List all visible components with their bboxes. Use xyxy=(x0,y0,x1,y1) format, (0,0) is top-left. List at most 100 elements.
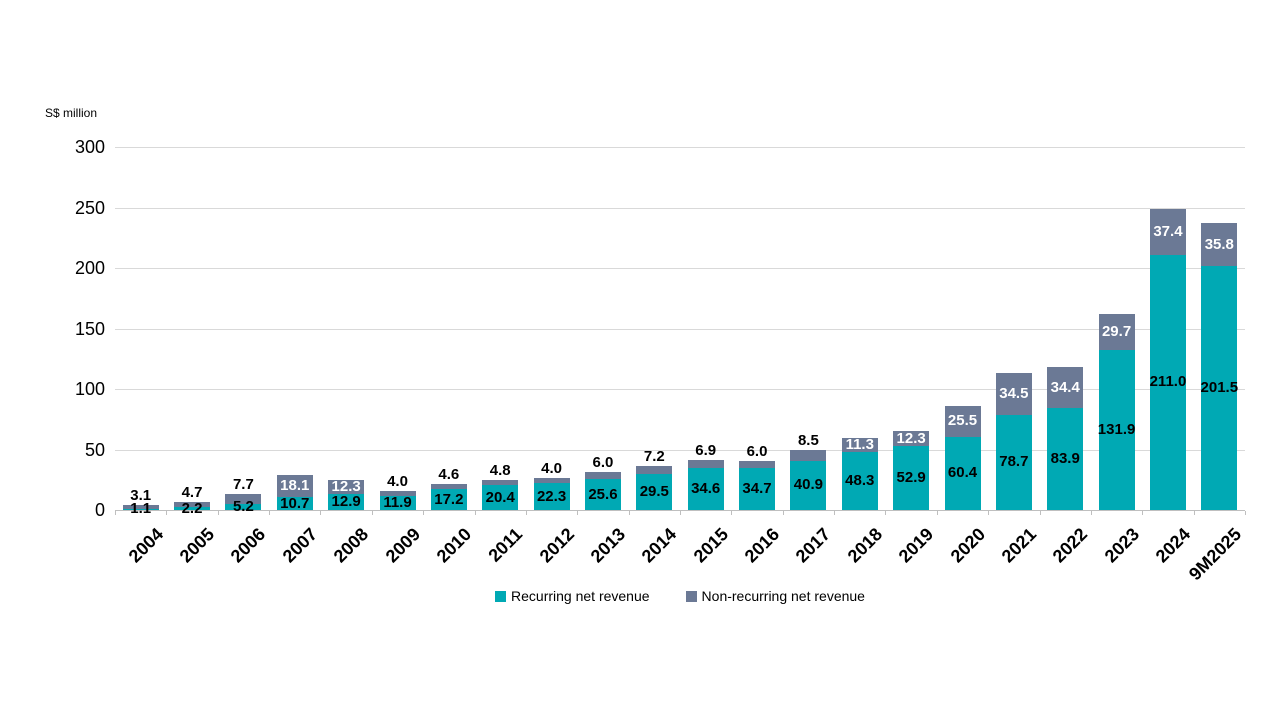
x-axis-tick xyxy=(988,511,989,515)
bar-segment-recurring xyxy=(893,445,930,510)
y-gridline xyxy=(115,208,1245,209)
bar-segment-non-recurring xyxy=(1149,209,1186,255)
y-axis-tick-label: 300 xyxy=(74,137,105,157)
y-axis-tick-label: 150 xyxy=(74,319,105,339)
data-label-non-recurring: 18.1 xyxy=(280,477,310,495)
data-label-non-recurring: 4.8 xyxy=(489,461,511,479)
bar-segment-recurring xyxy=(225,503,262,510)
legend-label: Recurring net revenue xyxy=(511,588,650,604)
x-axis-tick xyxy=(1142,511,1143,515)
data-label-non-recurring: 3.1 xyxy=(130,486,152,504)
bar-segment-recurring xyxy=(841,451,878,510)
bar-segment-non-recurring xyxy=(533,478,570,483)
bar-segment-recurring xyxy=(379,495,416,510)
data-label-non-recurring: 12.3 xyxy=(896,429,926,447)
data-label-recurring: 211.0 xyxy=(1149,373,1187,391)
bar-segment-non-recurring xyxy=(379,490,416,496)
bar-segment-recurring xyxy=(1149,254,1186,510)
data-label-recurring: 78.7 xyxy=(999,453,1029,471)
data-label-non-recurring: 4.0 xyxy=(387,472,408,490)
bar-segment-recurring xyxy=(944,436,981,510)
data-label-non-recurring: 25.5 xyxy=(947,412,978,430)
x-axis-tick xyxy=(1040,511,1041,515)
x-axis-tick xyxy=(269,511,270,515)
data-label-recurring: 5.2 xyxy=(232,497,254,515)
bar-segment-recurring xyxy=(1098,350,1135,510)
x-axis-tick xyxy=(1245,511,1246,515)
x-axis-tick xyxy=(423,511,424,515)
x-axis-tick xyxy=(526,511,527,515)
x-axis-tick xyxy=(320,511,321,515)
bar-segment-non-recurring xyxy=(687,459,724,469)
bar-segment-non-recurring xyxy=(174,501,211,508)
bar-segment-recurring xyxy=(636,474,673,510)
data-label-recurring: 83.9 xyxy=(1050,450,1080,468)
bar-segment-non-recurring xyxy=(584,471,621,479)
bar-segment-recurring xyxy=(790,460,827,510)
data-label-recurring: 34.6 xyxy=(691,480,721,498)
bar-segment-recurring xyxy=(1201,266,1238,510)
x-axis-tick xyxy=(834,511,835,515)
data-label-recurring: 201.5 xyxy=(1200,379,1239,397)
data-label-non-recurring: 6.0 xyxy=(592,453,614,471)
x-axis-tick xyxy=(1194,511,1195,515)
y-axis-tick-label: 100 xyxy=(74,379,105,399)
data-label-recurring: 131.9 xyxy=(1097,421,1136,439)
data-label-recurring: 22.3 xyxy=(536,487,567,505)
x-axis-tick xyxy=(680,511,681,515)
data-label-recurring: 40.9 xyxy=(793,476,823,494)
data-label-recurring: 2.2 xyxy=(181,499,203,517)
data-label-non-recurring: 4.0 xyxy=(541,460,562,478)
bar-segment-non-recurring xyxy=(893,431,930,446)
bar-segment-non-recurring xyxy=(482,479,519,486)
bar-segment-non-recurring xyxy=(276,475,313,498)
bar-segment-recurring xyxy=(995,414,1032,510)
data-label-non-recurring: 8.5 xyxy=(797,432,819,450)
data-label-non-recurring: 35.8 xyxy=(1204,235,1234,253)
bar-segment-recurring xyxy=(482,485,519,510)
y-gridline xyxy=(115,147,1245,148)
x-axis-tick xyxy=(783,511,784,515)
x-axis-tick xyxy=(731,511,732,515)
data-label-non-recurring: 12.3 xyxy=(331,477,361,495)
bar-segment-recurring xyxy=(533,483,570,510)
bar-segment-recurring xyxy=(687,468,724,510)
data-label-recurring: 17.2 xyxy=(434,490,464,508)
bar-segment-recurring xyxy=(584,479,621,510)
x-axis-tick xyxy=(166,511,167,515)
data-label-non-recurring: 37.4 xyxy=(1153,223,1183,241)
bar-segment-non-recurring xyxy=(1201,222,1238,267)
x-axis-tick xyxy=(1091,511,1092,515)
legend-item-non-recurring: Non-recurring net revenue xyxy=(685,588,865,604)
bar-segment-non-recurring xyxy=(790,450,827,461)
bar-segment-recurring xyxy=(122,508,159,510)
x-axis-tick xyxy=(218,511,219,515)
data-label-non-recurring: 7.7 xyxy=(232,476,254,494)
y-axis-tick-label: 250 xyxy=(74,198,105,218)
data-label-non-recurring: 29.7 xyxy=(1101,323,1132,341)
data-label-recurring: 20.4 xyxy=(485,488,515,506)
bar-segment-recurring xyxy=(328,494,365,510)
data-label-recurring: 25.6 xyxy=(588,485,618,503)
bar-segment-non-recurring xyxy=(122,504,159,509)
legend-label: Non-recurring net revenue xyxy=(701,588,865,604)
data-label-non-recurring: 4.6 xyxy=(438,465,460,483)
bar-segment-recurring xyxy=(276,497,313,510)
data-label-recurring: 34.7 xyxy=(742,480,772,497)
data-label-non-recurring: 4.7 xyxy=(181,483,203,501)
bar-segment-non-recurring xyxy=(225,494,262,504)
y-axis-tick-label: 50 xyxy=(84,440,105,460)
data-label-non-recurring: 34.4 xyxy=(1050,378,1080,396)
bar-segment-recurring xyxy=(174,507,211,510)
x-axis-line xyxy=(115,510,1245,511)
x-axis-tick xyxy=(372,511,373,515)
chart-legend: Recurring net revenue Non-recurring net r… xyxy=(115,588,1245,604)
data-label-recurring: 10.7 xyxy=(280,494,310,512)
y-gridline xyxy=(115,268,1245,269)
bar-segment-recurring xyxy=(739,468,776,510)
data-label-recurring: 1.1 xyxy=(130,500,152,518)
data-label-non-recurring: 11.3 xyxy=(845,435,874,453)
data-label-recurring: 11.9 xyxy=(383,493,412,511)
data-label-non-recurring: 6.9 xyxy=(695,441,717,459)
bar-segment-recurring xyxy=(430,489,467,510)
